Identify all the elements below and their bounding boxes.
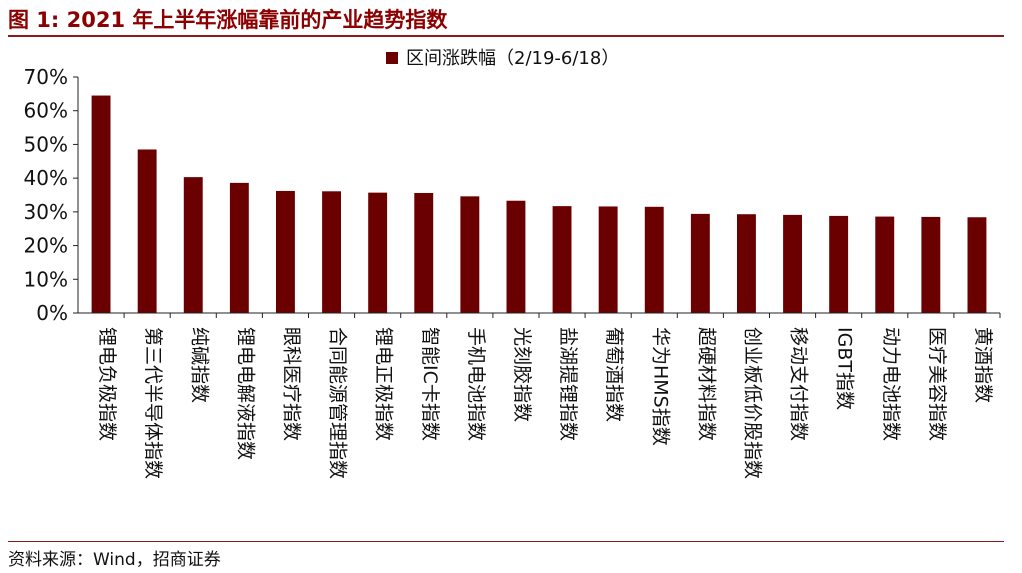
bar [275,190,295,313]
y-tick-label: 10% [24,267,68,291]
x-tick-label: 光刻胶指数 [511,327,533,422]
y-tick-label: 30% [24,200,68,224]
bar-chart: 区间涨跌幅（2/19-6/18） 0% 10% 20% 30% 40% 50% 60% 70%… [24,48,1001,479]
x-tick-label: 超硬材料指数 [695,327,717,441]
x-tick-label: 眼科医疗指数 [280,327,302,441]
x-tick-label: 创业板低价股指数 [741,327,763,479]
bar [921,216,941,313]
bar [414,192,434,313]
title-rule [8,35,1004,37]
x-tick-label: IGBT指数 [834,327,856,410]
bar [967,217,987,313]
bar [183,177,203,313]
bars [91,95,987,314]
x-tick-label: 合同能源管理指数 [327,327,349,479]
y-tick-label: 20% [24,234,68,258]
x-tick-label: 纯碱指数 [188,327,210,403]
bar [368,192,388,313]
bar [598,206,618,313]
bar [322,191,342,313]
bar [91,95,111,314]
x-tick-label: 锂电正极指数 [373,327,395,441]
bar [506,200,526,313]
y-tick-label: 70% [24,65,68,89]
x-tick-label: 锂电电解液指数 [234,327,256,460]
x-tick-label: 第三代半导体指数 [142,327,164,479]
x-tick-label: 盐湖提锂指数 [557,327,579,441]
legend-swatch [386,52,398,64]
y-tick-label: 0% [36,301,68,325]
bar [229,182,249,313]
bar [829,215,849,313]
legend-label: 区间涨跌幅（2/19-6/18） [406,48,619,69]
x-tick-label: 手机电池指数 [465,327,487,441]
x-tick-label: 动力电池指数 [880,327,902,441]
bar [783,214,803,313]
source-note: 资料来源：Wind，招商证券 [8,550,221,570]
bar [875,216,895,313]
y-axis: 0% 10% 20% 30% 40% 50% 60% 70% [24,65,79,325]
y-tick-label: 40% [24,166,68,190]
x-tick-label: 葡萄酒指数 [603,327,625,422]
bar [736,214,756,313]
y-tick-label: 60% [24,99,68,123]
bar [690,213,710,313]
figure-title: 图 1: 2021 年上半年涨幅靠前的产业趋势指数 [8,8,448,32]
bar [460,196,480,313]
bar [552,206,572,313]
x-tick-label: 移动支付指数 [788,327,810,441]
bar [137,149,157,313]
bar [644,206,664,313]
x-axis-labels: 锂电负极指数 第三代半导体指数 纯碱指数 锂电电解液指数 眼科医疗指数 合同能源管理指数 锂… [96,313,1001,479]
y-tick-label: 50% [24,132,68,156]
x-tick-label: 华为HMS指数 [649,327,671,446]
source-rule [8,541,1004,542]
x-tick-label: 黄酒指数 [972,327,994,403]
x-tick-label: 锂电负极指数 [96,327,118,441]
x-tick-label: 智能IC卡指数 [419,327,441,441]
x-tick-label: 医疗美容指数 [926,327,948,441]
legend: 区间涨跌幅（2/19-6/18） [386,48,619,69]
